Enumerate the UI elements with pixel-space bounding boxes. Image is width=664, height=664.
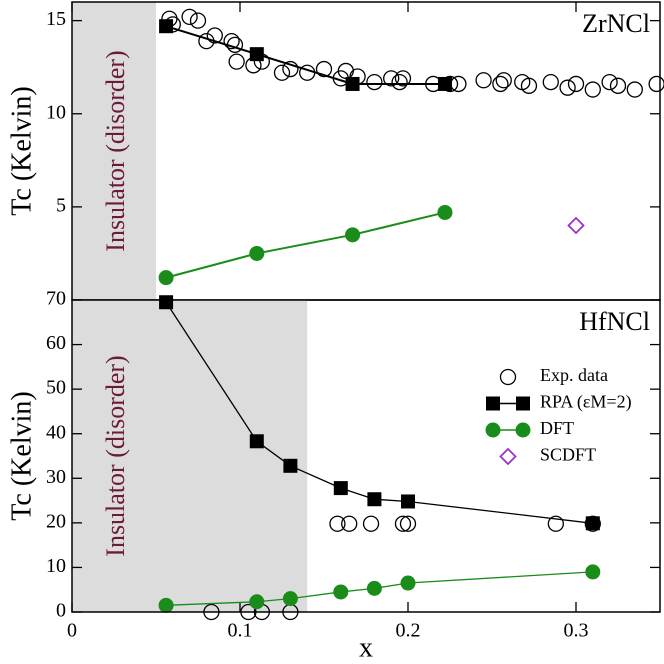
legend-label: Exp. data — [540, 365, 608, 385]
marker — [362, 515, 380, 532]
y-tick-label: 15 — [46, 8, 66, 30]
marker — [366, 580, 382, 596]
marker — [399, 515, 417, 532]
legend-marker — [486, 396, 500, 411]
marker — [601, 73, 618, 91]
marker — [159, 19, 174, 34]
marker — [315, 60, 333, 78]
marker — [366, 73, 383, 91]
legend-item: DFT — [493, 418, 574, 438]
marker — [249, 47, 264, 62]
x-tick-label: 0.2 — [396, 620, 421, 642]
marker — [495, 72, 512, 89]
y-tick-label: 30 — [46, 466, 66, 488]
y-tick-label: 60 — [46, 332, 66, 354]
legend-marker — [515, 422, 531, 438]
plot-frame — [71, 299, 661, 613]
y-axis-label: Tc (Kelvin) — [6, 391, 37, 520]
marker — [223, 32, 240, 50]
marker — [282, 591, 298, 607]
marker — [585, 564, 601, 580]
marker — [391, 73, 408, 91]
region-label: Insulator (disorder) — [101, 50, 130, 251]
series-line — [165, 211, 446, 279]
marker — [394, 515, 412, 532]
marker — [584, 81, 601, 98]
y-tick-label: 10 — [46, 555, 66, 577]
marker — [282, 60, 299, 78]
region-label: Insulator (disorder) — [101, 355, 130, 556]
marker — [567, 75, 585, 93]
y-tick-label: 70 — [46, 288, 66, 310]
series-line — [165, 25, 445, 85]
marker — [249, 434, 264, 449]
legend-item: RPA (εM=2) — [493, 392, 632, 413]
marker — [158, 597, 174, 613]
marker — [345, 227, 361, 243]
marker — [249, 594, 265, 610]
legend-marker — [485, 422, 501, 438]
marker — [437, 204, 453, 220]
legend-marker — [499, 447, 517, 466]
legend-label: RPA (εM=2) — [540, 392, 632, 413]
marker — [228, 53, 245, 70]
plot-frame — [71, 1, 661, 301]
marker — [181, 8, 198, 26]
x-tick-label: 0.1 — [228, 620, 253, 642]
legend-marker — [499, 368, 517, 386]
marker — [567, 216, 585, 235]
marker — [273, 64, 291, 81]
shaded-region — [72, 2, 156, 300]
marker — [158, 270, 174, 286]
legend-marker — [516, 396, 530, 411]
marker — [333, 584, 349, 600]
marker — [383, 70, 400, 87]
marker — [341, 515, 358, 532]
panel-title: ZrNCl — [582, 9, 650, 38]
marker — [584, 515, 601, 532]
legend-item: SCDFT — [540, 445, 596, 465]
marker — [437, 76, 452, 91]
marker — [329, 515, 346, 532]
legend-label: SCDFT — [540, 445, 596, 465]
marker — [542, 73, 559, 91]
y-axis-label: Tc (Kelvin) — [6, 86, 37, 215]
marker — [559, 79, 576, 96]
marker — [520, 77, 538, 94]
y-tick-label: 0 — [56, 600, 66, 622]
marker — [345, 76, 360, 91]
marker — [333, 481, 348, 496]
y-tick-label: 10 — [46, 101, 66, 123]
legend-item: Exp. data — [540, 365, 608, 385]
marker — [475, 72, 492, 89]
marker — [609, 77, 627, 94]
panel-title: HfNCl — [579, 307, 650, 336]
shaded-region — [72, 300, 308, 612]
marker — [648, 75, 664, 93]
marker — [159, 295, 174, 310]
marker — [249, 245, 265, 261]
marker — [206, 27, 223, 44]
y-tick-label: 5 — [56, 194, 66, 216]
marker — [394, 70, 412, 87]
y-tick-label: 20 — [46, 510, 66, 532]
marker — [547, 515, 564, 532]
marker — [626, 81, 643, 98]
x-tick-label: 0.3 — [564, 620, 589, 642]
marker — [585, 516, 600, 531]
y-tick-label: 40 — [46, 421, 66, 443]
marker — [492, 75, 509, 93]
x-tick-label: 0 — [67, 620, 77, 642]
marker — [401, 494, 415, 509]
marker — [189, 12, 207, 29]
y-tick-label: 50 — [46, 377, 66, 399]
marker — [400, 575, 416, 591]
x-axis-label: x — [359, 632, 373, 663]
marker — [283, 458, 298, 473]
marker — [450, 75, 467, 93]
legend-label: DFT — [540, 418, 574, 438]
marker — [367, 492, 382, 507]
